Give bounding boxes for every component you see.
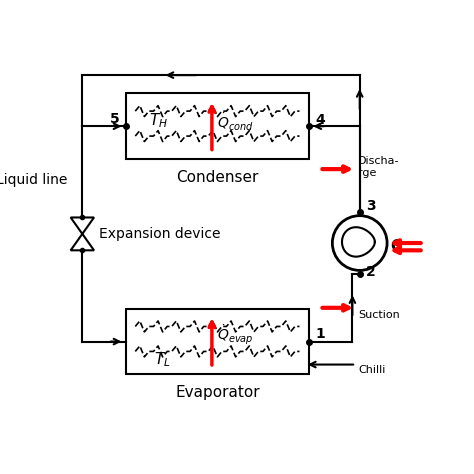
Text: Evaporator: Evaporator bbox=[175, 385, 260, 401]
Text: 5: 5 bbox=[109, 112, 119, 126]
Text: $\dot{Q}_{evap}$: $\dot{Q}_{evap}$ bbox=[218, 323, 254, 346]
Bar bbox=[126, 93, 309, 159]
Text: Condenser: Condenser bbox=[176, 170, 258, 185]
Polygon shape bbox=[71, 218, 94, 234]
Text: Suction: Suction bbox=[358, 310, 400, 320]
Text: $T_L$: $T_L$ bbox=[155, 351, 171, 369]
Circle shape bbox=[332, 216, 387, 270]
Text: 2: 2 bbox=[366, 265, 376, 279]
Text: 3: 3 bbox=[366, 199, 376, 213]
Text: 4: 4 bbox=[315, 113, 325, 128]
Text: $\dot{Q}_{cond}$: $\dot{Q}_{cond}$ bbox=[218, 112, 254, 134]
Text: 1: 1 bbox=[315, 327, 325, 341]
Text: Expansion device: Expansion device bbox=[99, 227, 220, 241]
Polygon shape bbox=[71, 234, 94, 250]
Text: Liquid line: Liquid line bbox=[0, 173, 68, 187]
Bar bbox=[126, 309, 309, 374]
Text: Chilli: Chilli bbox=[358, 365, 385, 375]
Text: C: C bbox=[391, 239, 402, 254]
Text: Discha-
rge: Discha- rge bbox=[358, 156, 400, 178]
Text: $T_H$: $T_H$ bbox=[149, 111, 168, 130]
